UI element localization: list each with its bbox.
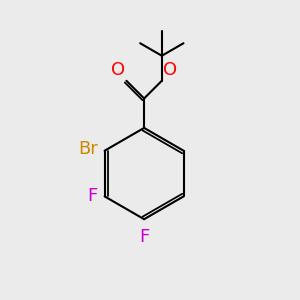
Text: F: F bbox=[139, 228, 149, 246]
Text: Br: Br bbox=[78, 140, 98, 158]
Text: F: F bbox=[87, 188, 97, 206]
Text: O: O bbox=[163, 61, 177, 79]
Text: O: O bbox=[111, 61, 125, 79]
